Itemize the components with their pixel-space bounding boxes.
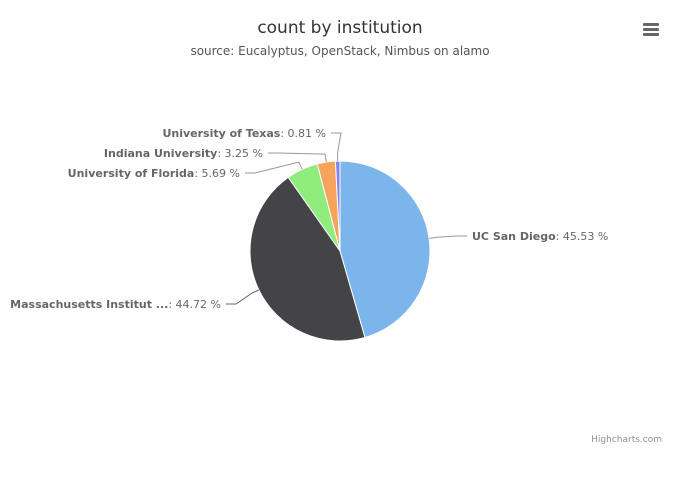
data-label-value: : 44.72 % — [168, 298, 221, 311]
data-label-3: University of Florida: 5.69 % — [68, 167, 240, 180]
data-label-value: : 0.81 % — [280, 127, 326, 140]
data-label-2: Massachusetts Institut ...: 44.72 % — [10, 298, 221, 311]
data-label-4: Indiana University: 3.25 % — [104, 147, 263, 160]
data-label-1: UC San Diego: 45.53 % — [472, 230, 608, 243]
data-label-name: University of Texas — [162, 127, 280, 140]
connector-3 — [245, 161, 303, 174]
pie-slice-1[interactable] — [339, 160, 431, 338]
connector-2 — [226, 289, 260, 305]
connector-1 — [429, 235, 467, 239]
pie-slice-5[interactable] — [334, 160, 341, 252]
data-labels: UC San Diego: 45.53 % Massachusetts Insti… — [10, 127, 608, 311]
data-label-name: Massachusetts Institut ... — [10, 298, 168, 311]
data-label-value: : 5.69 % — [194, 167, 240, 180]
hamburger-menu-icon — [643, 23, 659, 36]
connector-4 — [268, 152, 327, 163]
credits-link[interactable]: Highcharts.com — [591, 435, 662, 445]
data-label-name: Indiana University — [104, 147, 217, 160]
chart-title: count by institution — [257, 18, 422, 38]
data-label-name: University of Florida — [68, 167, 195, 180]
pie-slices — [249, 160, 431, 342]
connector-5 — [331, 132, 342, 162]
data-label-value: : 3.25 % — [217, 147, 263, 160]
pie-slice-2[interactable] — [249, 176, 366, 342]
chart-subtitle: source: Eucalyptus, OpenStack, Nimbus on… — [190, 44, 489, 58]
data-label-connectors — [226, 132, 467, 305]
data-label-value: : 45.53 % — [556, 230, 609, 243]
chart-menu-button[interactable] — [636, 16, 666, 42]
data-label-5: University of Texas: 0.81 % — [162, 127, 326, 140]
data-label-name: UC San Diego — [472, 230, 556, 243]
